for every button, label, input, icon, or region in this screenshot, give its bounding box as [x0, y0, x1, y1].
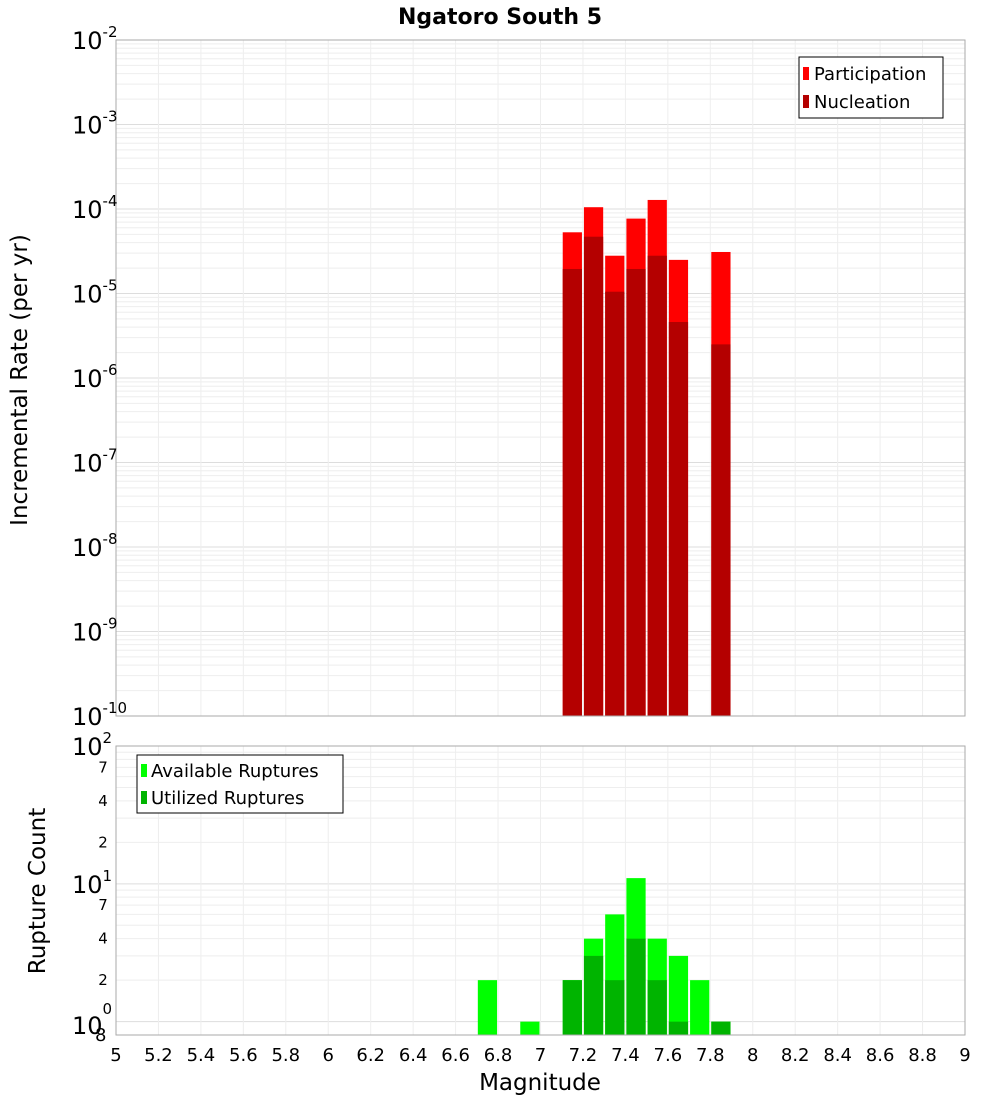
rate-y-tick-label: 10-7 [72, 446, 118, 478]
rate-y-tick-label: 10-6 [72, 361, 118, 393]
x-tick-label: 8.6 [866, 1045, 895, 1066]
x-tick-label: 8.2 [781, 1045, 810, 1066]
rate-panel: 10-10 10-9 10-8 10-7 10-6 10-5 10-4 10-3 10-2 Pa… [7, 23, 966, 731]
count-y-minor-label: 7 [98, 896, 108, 914]
legend-label-participation: Participation [814, 64, 926, 85]
x-tick-label: 6 [323, 1045, 334, 1066]
rate-y-tick-label: 10-3 [72, 108, 118, 140]
legend-swatch-available [141, 764, 147, 777]
bar-nucleation [583, 236, 604, 716]
rate-panel-frame [115, 39, 966, 717]
x-axis-label: Magnitude [479, 1070, 601, 1096]
count-y-minor-label: 2 [98, 971, 108, 989]
bar-utilized-ruptures [605, 980, 625, 1035]
bar-available-ruptures [690, 980, 710, 1035]
count-y-minor-label: 2 [98, 833, 108, 851]
count-y-ticks: 100 101 102 8 2 4 7 2 4 7 [72, 729, 112, 1046]
rate-bars [562, 199, 731, 717]
rate-y-tick-label: 10-4 [72, 192, 118, 224]
x-tick-label: 5 [110, 1045, 121, 1066]
bar-nucleation [711, 344, 731, 716]
count-y-minor-label: 7 [98, 758, 108, 776]
count-y-minor-label: 4 [98, 792, 108, 810]
chart-title: Ngatoro South 5 [398, 5, 602, 30]
x-tick-label: 7.4 [611, 1045, 640, 1066]
count-y-tick-label: 102 [72, 729, 112, 761]
bar-utilized-ruptures [562, 980, 582, 1035]
legend-label-utilized: Utilized Ruptures [151, 788, 304, 809]
legend-label-nucleation: Nucleation [814, 92, 910, 113]
x-tick-label: 8.8 [908, 1045, 937, 1066]
rate-y-tick-label: 10-2 [72, 23, 118, 55]
count-y-tick-label: 100 [72, 1000, 112, 1040]
count-y-tick-label: 101 [72, 867, 112, 899]
rate-panel-grid [115, 40, 966, 717]
count-y-minor-label: 4 [98, 930, 108, 948]
bar-nucleation [668, 321, 689, 716]
legend-swatch-nucleation [803, 95, 809, 108]
x-tick-label: 7.6 [654, 1045, 683, 1066]
x-tick-label: 5.4 [187, 1045, 216, 1066]
x-tick-label: 8.4 [823, 1045, 852, 1066]
x-tick-label: 8 [747, 1045, 758, 1066]
count-panel: 100 101 102 8 2 4 7 2 4 7 Available Ruptures Util… [25, 729, 971, 1096]
x-tick-label: 5.6 [229, 1045, 258, 1066]
count-panel-frame [115, 745, 966, 1036]
x-tick-label: 5.8 [271, 1045, 300, 1066]
magnitude-x-ticks: 5 5.2 5.4 5.6 5.8 6 6.2 6.4 6.6 6.8 7 7.2 7.4 7.6 7.8 8… [110, 1045, 970, 1066]
rate-y-axis-label: Incremental Rate (per yr) [7, 234, 33, 526]
rate-y-tick-label: 10-8 [72, 530, 118, 562]
rate-y-ticks: 10-10 10-9 10-8 10-7 10-6 10-5 10-4 10-3 10-2 [72, 23, 127, 731]
legend-swatch-utilized [141, 791, 147, 804]
x-tick-label: 6.6 [441, 1045, 470, 1066]
x-tick-label: 9 [959, 1045, 970, 1066]
x-tick-label: 7 [535, 1045, 546, 1066]
x-tick-label: 7.2 [569, 1045, 598, 1066]
bar-available-ruptures [477, 980, 498, 1035]
bar-nucleation [647, 255, 667, 716]
x-tick-label: 6.4 [399, 1045, 428, 1066]
bar-available-ruptures [668, 955, 689, 1035]
rate-y-tick-label: 10-5 [72, 277, 118, 309]
rate-legend: Participation Nucleation [798, 56, 944, 119]
bar-nucleation [626, 268, 646, 716]
x-tick-label: 6.2 [356, 1045, 385, 1066]
bar-nucleation [605, 291, 625, 716]
count-y-bottom-label: 8 [95, 1025, 106, 1046]
bar-utilized-ruptures [647, 980, 667, 1035]
bar-utilized-ruptures [626, 938, 646, 1035]
bar-available-ruptures [520, 1021, 540, 1035]
count-y-axis-label: Rupture Count [25, 808, 51, 974]
bar-utilized-ruptures [668, 1021, 689, 1035]
count-legend: Available Ruptures Utilized Ruptures [136, 754, 344, 814]
x-tick-label: 6.8 [484, 1045, 513, 1066]
x-tick-label: 5.2 [144, 1045, 173, 1066]
rate-y-tick-label: 10-10 [72, 699, 127, 731]
legend-label-available: Available Ruptures [151, 761, 319, 782]
bar-nucleation [562, 268, 582, 716]
bar-utilized-ruptures [583, 955, 604, 1035]
rate-y-tick-label: 10-9 [72, 615, 118, 647]
count-bars [477, 878, 731, 1035]
legend-swatch-participation [803, 67, 809, 80]
x-tick-label: 7.8 [696, 1045, 725, 1066]
bar-utilized-ruptures [711, 1021, 731, 1035]
